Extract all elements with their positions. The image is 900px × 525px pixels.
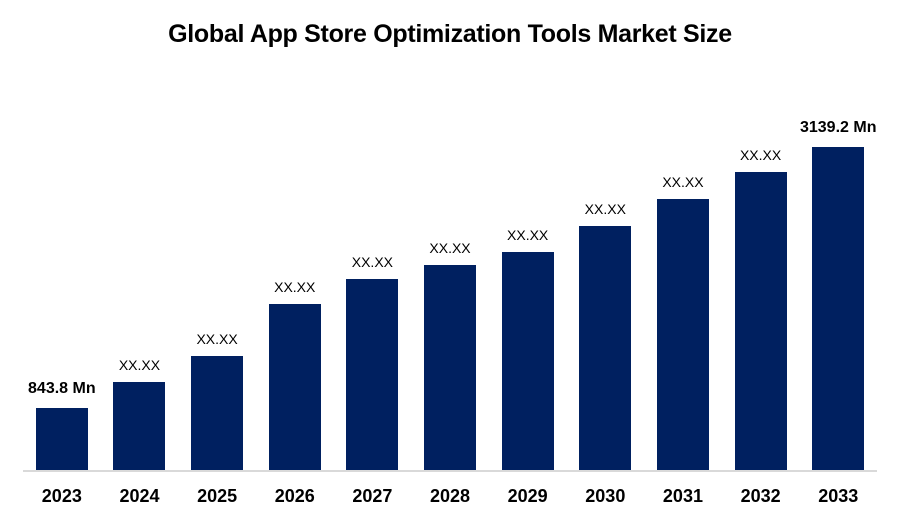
x-tick-2031: 2031 [662,486,703,506]
bar-group-2032: XX.XX [722,148,800,470]
value-label-2028: XX.XX [429,240,471,256]
bar-2029 [501,252,554,470]
bar-group-2027: XX.XX [334,255,412,470]
x-tick-2026: 2026 [274,486,315,506]
value-label-2025: XX.XX [196,331,238,347]
bar-group-2025: XX.XX [178,332,256,470]
bar-group-2030: XX.XX [566,202,644,470]
bar-2025 [191,356,244,470]
bar-2030 [579,226,632,470]
x-tick-2025: 2025 [197,486,238,506]
bar-2031 [656,199,709,470]
value-label-2033: 3139.2 Mn [799,119,877,136]
x-tick-2032: 2032 [740,486,781,506]
bar-2024 [113,382,166,470]
bar-group-2031: XX.XX [644,175,722,470]
value-label-2029: XX.XX [507,227,549,243]
bar-2027 [346,279,399,470]
x-axis-labels: 2023 2024 2025 2026 2027 2028 2029 2030 … [23,486,877,508]
value-label-2026: XX.XX [274,279,316,295]
x-tick-2027: 2027 [352,486,393,506]
bar-group-2024: XX.XX [101,358,179,470]
chart-title: Global App Store Optimization Tools Mark… [168,20,732,48]
bar-2026 [268,304,321,470]
bar-group-2028: XX.XX [411,241,489,470]
value-label-2024: XX.XX [118,357,161,373]
x-tick-2033: 2033 [818,486,859,506]
value-label-2032: XX.XX [739,147,782,163]
value-label-2031: XX.XX [662,174,704,190]
bar-2028 [424,265,477,470]
x-tick-2030: 2030 [585,486,626,506]
x-tick-2024: 2024 [119,486,160,506]
value-label-2027: XX.XX [351,254,393,270]
bar-group-2023: 843.8 Mn [23,381,101,470]
value-label-2023: 843.8 Mn [28,380,96,397]
x-tick-2028: 2028 [430,486,471,506]
bar-2033 [812,147,865,470]
x-tick-2023: 2023 [41,486,82,506]
bar-group-2026: XX.XX [256,280,334,470]
bar-group-2029: XX.XX [489,228,567,470]
plot-area: 843.8 Mn XX.XX XX.XX XX.XX XX.XX XX.XX X… [23,0,877,472]
value-label-2030: XX.XX [584,201,626,217]
bar-group-2033: 3139.2 Mn [799,120,877,470]
bar-2023 [35,408,88,470]
x-tick-2029: 2029 [507,486,548,506]
bar-2032 [734,172,787,470]
